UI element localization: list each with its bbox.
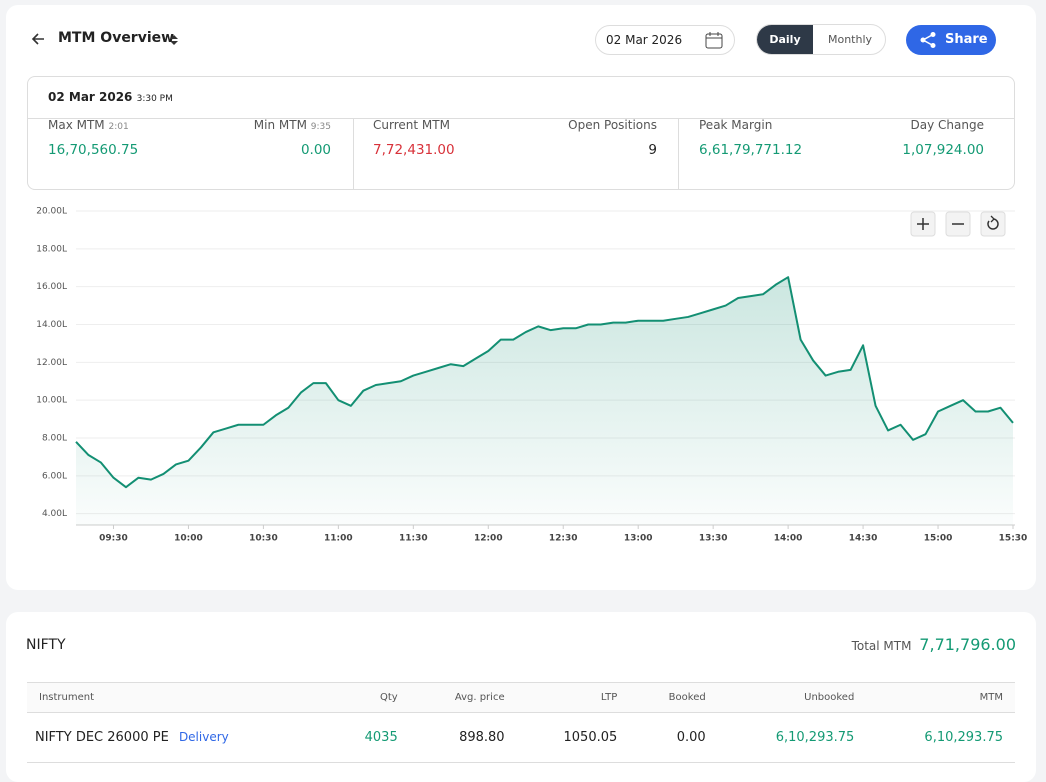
positions-table: Instrument Qty Avg. price LTP Booked Unb… [27, 682, 1015, 763]
header-cell: Qty [380, 692, 398, 703]
x-tick-label: 15:00 [924, 534, 953, 544]
y-tick-label: 10.00L [36, 396, 67, 406]
x-tick-label: 11:00 [324, 534, 353, 544]
mtm-chart: 4.00L 6.00L 8.00L 10.00L 12.00L 14.00L 16.00L 1… [36, 207, 1028, 544]
cell: 4035 [364, 730, 398, 745]
y-tick-label: 18.00L [36, 244, 67, 254]
x-tick-label: 09:30 [99, 534, 128, 544]
stat-label: Current MTM [373, 118, 450, 132]
y-tick-label: 6.00L [42, 471, 67, 481]
divider [28, 118, 1014, 119]
x-tick-label: 14:30 [849, 534, 878, 544]
stat-time: 2:01 [108, 122, 129, 132]
instrument: NIFTY DEC 26000 PE [35, 730, 169, 745]
zoom-in[interactable] [910, 211, 936, 237]
stat: Peak Margin 6,61,79,771.12 [699, 118, 802, 188]
stat-label: Min MTM [253, 118, 307, 132]
x-tick-label: 11:30 [399, 534, 428, 544]
x-tick-label: 12:00 [474, 534, 503, 544]
date-picker[interactable]: 02 Mar 2026 [595, 25, 735, 55]
product-tag: Delivery [178, 730, 229, 744]
total-value: 7,71,796.00 [919, 635, 1016, 654]
total-mtm: Total MTM 7,71,796.00 [852, 635, 1016, 654]
x-tick-label: 13:00 [624, 534, 653, 544]
page-title: MTM Overview [58, 30, 175, 46]
y-tick-label: 16.00L [36, 282, 67, 292]
cell: 898.80 [459, 730, 505, 745]
stat: Current MTM 7,72,431.00 [373, 118, 455, 188]
summary-date: 02 Mar 2026 3:30 PM [48, 90, 173, 104]
header-cell: Avg. price [454, 692, 505, 703]
header-cell: Booked [668, 692, 706, 703]
reset-zoom[interactable] [980, 211, 1006, 237]
divider [353, 118, 354, 190]
row: NIFTY DEC 26000 PE Delivery 4035 898.80 … [27, 713, 1015, 763]
divider [678, 118, 679, 190]
stat-value: 7,72,431.00 [373, 142, 455, 158]
x-tick-label: 15:30 [999, 534, 1028, 544]
header-cell: MTM [979, 692, 1003, 703]
x-tick-label: 13:30 [699, 534, 728, 544]
date-text: 02 Mar 2026 [606, 33, 683, 47]
sort-icon[interactable] [168, 33, 180, 47]
y-tick-label: 20.00L [36, 207, 67, 217]
stat-label: Open Positions [568, 118, 657, 132]
cell: 0.00 [676, 730, 706, 745]
y-tick-label: 12.00L [36, 358, 67, 368]
instrument-cell: NIFTY DEC 26000 PE Delivery [27, 713, 327, 763]
zoom-out[interactable] [945, 211, 971, 237]
stat-time: 9:35 [310, 122, 331, 132]
area [76, 277, 1013, 525]
y-tick-label: 14.00L [36, 320, 67, 330]
stat-value: 9 [648, 142, 657, 158]
header-cell: Unbooked [804, 692, 855, 703]
stat: Min MTM 9:35 0.00 [254, 118, 331, 188]
cell: 1050.05 [563, 730, 618, 745]
mtm-line [75, 276, 1014, 489]
stat-label: Max MTM [48, 118, 105, 132]
stat-label: Peak Margin [699, 118, 773, 132]
date: 02 Mar 2026 [48, 90, 133, 104]
cell: 6,10,293.75 [775, 730, 855, 745]
share-icon [920, 32, 936, 48]
positions-card [6, 612, 1036, 782]
calendar-icon [705, 32, 723, 49]
period-toggle: Daily Monthly [756, 24, 886, 55]
stat-value: 16,70,560.75 [48, 142, 139, 158]
stat: Day Change 1,07,924.00 [902, 118, 984, 188]
x-tick-label: 12:30 [549, 534, 578, 544]
header-cell: LTP [600, 692, 618, 703]
section-title: NIFTY [26, 637, 66, 653]
share-button[interactable]: Share [906, 25, 996, 55]
toggle-daily[interactable]: Daily [757, 25, 813, 54]
time: 3:30 PM [136, 94, 173, 104]
share-text: Share [945, 32, 988, 47]
summary-box [27, 76, 1015, 190]
back-icon[interactable] [30, 31, 46, 47]
x-tick-label: 10:30 [249, 534, 278, 544]
x-tick-label: 10:00 [174, 534, 203, 544]
header-row: Instrument Qty Avg. price LTP Booked Unb… [27, 682, 1015, 713]
stat: Open Positions 9 [568, 118, 657, 188]
stat-value: 0.00 [300, 142, 331, 158]
toggle-monthly[interactable]: Monthly [827, 33, 873, 46]
stat-value: 1,07,924.00 [902, 142, 984, 158]
total-label: Total MTM [851, 639, 912, 653]
x-tick-label: 14:00 [774, 534, 803, 544]
y-tick-label: 4.00L [42, 509, 67, 519]
stat-label: Day Change [910, 118, 984, 132]
stat: Max MTM 2:01 16,70,560.75 [48, 118, 138, 188]
header-cell: Instrument [39, 692, 95, 703]
stat-value: 6,61,79,771.12 [699, 142, 803, 158]
y-tick-label: 8.00L [42, 433, 67, 443]
cell: 6,10,293.75 [924, 730, 1003, 745]
